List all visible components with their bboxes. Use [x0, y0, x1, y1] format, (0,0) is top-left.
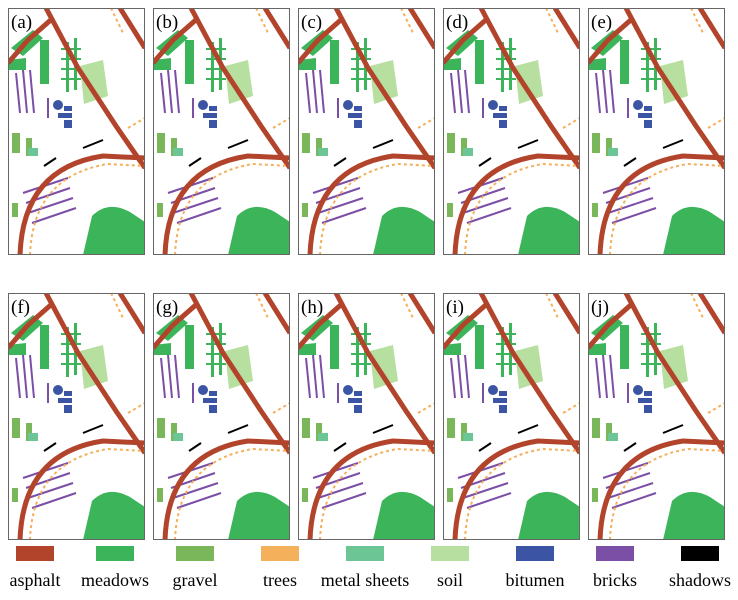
legend-swatch — [431, 546, 469, 561]
panel-label: (a) — [11, 12, 32, 33]
map-panel: (d) — [443, 8, 580, 255]
legend-swatch — [516, 546, 554, 561]
panel-label: (g) — [156, 297, 178, 318]
legend-label: trees — [263, 570, 297, 590]
map-panel: (i) — [443, 293, 580, 540]
legend-label: asphalt — [10, 570, 61, 590]
legend-swatch — [681, 546, 719, 561]
classification-map — [443, 8, 580, 255]
panel-label: (d) — [446, 12, 468, 33]
classification-map — [298, 8, 435, 255]
map-panel: (g) — [153, 293, 290, 540]
legend-swatch — [176, 546, 214, 561]
panel-label: (b) — [156, 12, 178, 33]
map-panel: (h) — [298, 293, 435, 540]
legend-label: shadows — [669, 570, 731, 590]
panel-label: (f) — [11, 297, 30, 318]
classification-map — [153, 293, 290, 540]
legend-swatch — [596, 546, 634, 561]
panel-label: (h) — [301, 297, 323, 318]
classification-map — [588, 8, 725, 255]
figure: (a) (b) (c) (d) (e) (f) (g) (h) (i) (j) asphalt mea… — [0, 0, 738, 595]
classification-map — [8, 8, 145, 255]
classification-map — [443, 293, 580, 540]
panel-label: (i) — [446, 297, 464, 318]
map-panel: (a) — [8, 8, 145, 255]
legend-label: meadows — [81, 570, 149, 590]
panel-label: (e) — [591, 12, 612, 33]
panel-label: (c) — [301, 12, 322, 33]
legend-label: soil — [437, 570, 463, 590]
map-panel: (b) — [153, 8, 290, 255]
classification-map — [588, 293, 725, 540]
legend-swatch — [346, 546, 384, 561]
legend-label: metal sheets — [321, 570, 409, 590]
legend-label: gravel — [173, 570, 218, 590]
legend-swatch — [96, 546, 134, 561]
panel-label: (j) — [591, 297, 609, 318]
legend-swatch — [261, 546, 299, 561]
classification-map — [8, 293, 145, 540]
map-panel: (c) — [298, 8, 435, 255]
legend-swatch — [16, 546, 54, 561]
legend-label: bricks — [593, 570, 637, 590]
map-panel: (j) — [588, 293, 725, 540]
classification-map — [298, 293, 435, 540]
map-panel: (f) — [8, 293, 145, 540]
legend-label: bitumen — [506, 570, 565, 590]
map-panel: (e) — [588, 8, 725, 255]
classification-map — [153, 8, 290, 255]
